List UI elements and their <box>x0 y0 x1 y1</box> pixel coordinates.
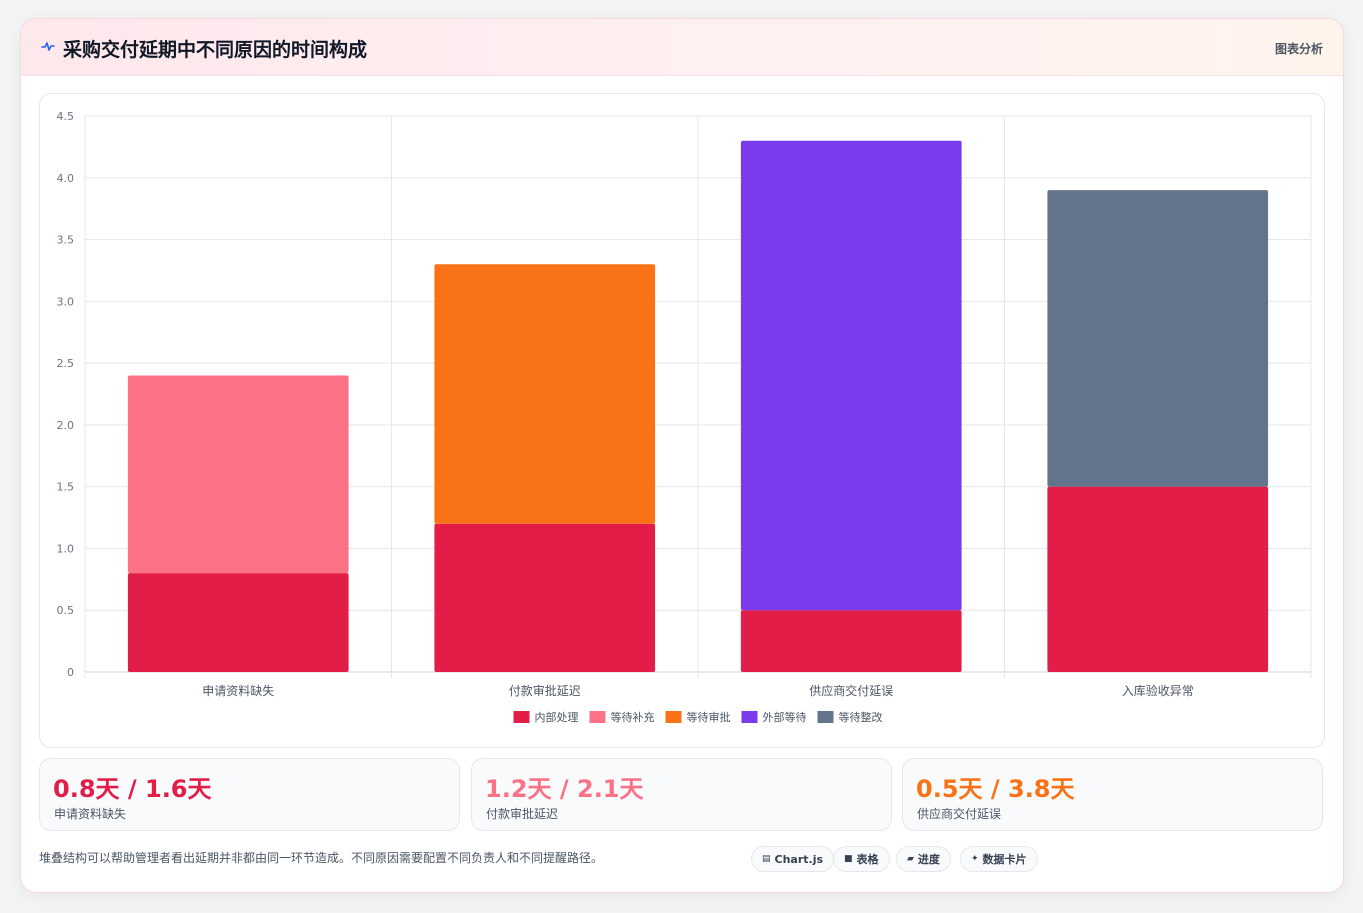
y-tick-label: 1.5 <box>57 481 75 494</box>
bar-segment <box>434 264 656 524</box>
bar-segment <box>740 140 962 611</box>
chart-icon: ▤ <box>762 854 771 864</box>
y-tick-label: 0.5 <box>57 604 75 617</box>
y-tick-label: 2.0 <box>57 419 75 432</box>
bar-segment <box>740 610 962 672</box>
stat-card-1: 0.8天 / 1.6天 申请资料缺失 <box>39 758 460 831</box>
pulse-icon <box>41 42 55 51</box>
tag-progress[interactable]: ▰ 进度 <box>896 846 951 872</box>
stat-value: 0.8天 / 1.6天 <box>53 775 212 803</box>
x-tick-label: 申请资料缺失 <box>202 683 274 698</box>
legend-swatch <box>665 711 682 723</box>
legend-swatch <box>817 711 834 723</box>
tag-data-card[interactable]: ✦ 数据卡片 <box>960 846 1038 872</box>
progress-icon: ▰ <box>907 854 914 864</box>
tag-chartjs[interactable]: ▤ Chart.js <box>751 846 835 872</box>
y-tick-label: 3.0 <box>57 295 75 308</box>
tag-label: 数据卡片 <box>982 853 1027 866</box>
legend-swatch <box>589 711 606 723</box>
tag-label: 表格 <box>856 853 879 866</box>
y-tick-label: 4.0 <box>57 172 75 185</box>
bar-segment <box>127 573 349 672</box>
footnote: 堆叠结构可以帮助管理者看出延期并非都由同一环节造成。不同原因需要配置不同负责人和… <box>39 851 604 865</box>
stat-value: 0.5天 / 3.8天 <box>916 775 1075 803</box>
stat-value: 1.2天 / 2.1天 <box>485 775 644 803</box>
legend-label: 内部处理 <box>535 710 579 724</box>
y-tick-label: 0 <box>67 666 74 679</box>
stat-label: 申请资料缺失 <box>54 807 127 821</box>
tag-label: Chart.js <box>774 852 824 866</box>
y-tick-label: 1.0 <box>57 542 75 555</box>
chart-container: 4.5 4.0 3.5 3.0 2.5 2.0 1.5 1.0 0.5 0 申请资料缺失 付款审批延迟… <box>39 93 1325 748</box>
y-tick-label: 3.5 <box>57 234 75 247</box>
stacked-bar-chart: 4.5 4.0 3.5 3.0 2.5 2.0 1.5 1.0 0.5 0 申请资料缺失 付款审批延迟… <box>57 110 1312 724</box>
x-tick-label: 付款审批延迟 <box>509 683 581 698</box>
stat-card-3: 0.5天 / 3.8天 供应商交付延误 <box>902 758 1323 831</box>
tag-label: 进度 <box>917 853 940 866</box>
bar-segment <box>434 523 656 672</box>
legend-label: 外部等待 <box>763 710 807 724</box>
bar-segment <box>1047 190 1269 487</box>
chart-analysis-link[interactable]: 图表分析 <box>1274 42 1323 56</box>
stat-label: 供应商交付延误 <box>917 807 1002 821</box>
legend-label: 等待审批 <box>687 710 731 724</box>
legend-label: 等待整改 <box>839 710 883 724</box>
sparkle-icon: ✦ <box>971 854 979 864</box>
bar-segment <box>1047 486 1269 672</box>
legend-swatch <box>513 711 530 723</box>
x-tick-label: 入库验收异常 <box>1122 683 1194 698</box>
table-icon: ■ <box>844 854 853 864</box>
page-title: 采购交付延期中不同原因的时间构成 <box>63 39 368 61</box>
y-tick-label: 2.5 <box>57 357 75 370</box>
legend-label: 等待补充 <box>611 710 655 724</box>
tag-table[interactable]: ■ 表格 <box>833 846 890 872</box>
stat-label: 付款审批延迟 <box>486 807 559 821</box>
chart-card: 采购交付延期中不同原因的时间构成 图表分析 4.5 4.0 3.5 3.0 2.5 2.0… <box>20 18 1344 893</box>
bar-segment <box>127 375 349 574</box>
x-tick-label: 供应商交付延误 <box>809 683 893 698</box>
legend-swatch <box>741 711 758 723</box>
stat-card-2: 1.2天 / 2.1天 付款审批延迟 <box>471 758 892 831</box>
card-header: 采购交付延期中不同原因的时间构成 图表分析 <box>21 19 1343 76</box>
y-tick-label: 4.5 <box>57 110 75 123</box>
